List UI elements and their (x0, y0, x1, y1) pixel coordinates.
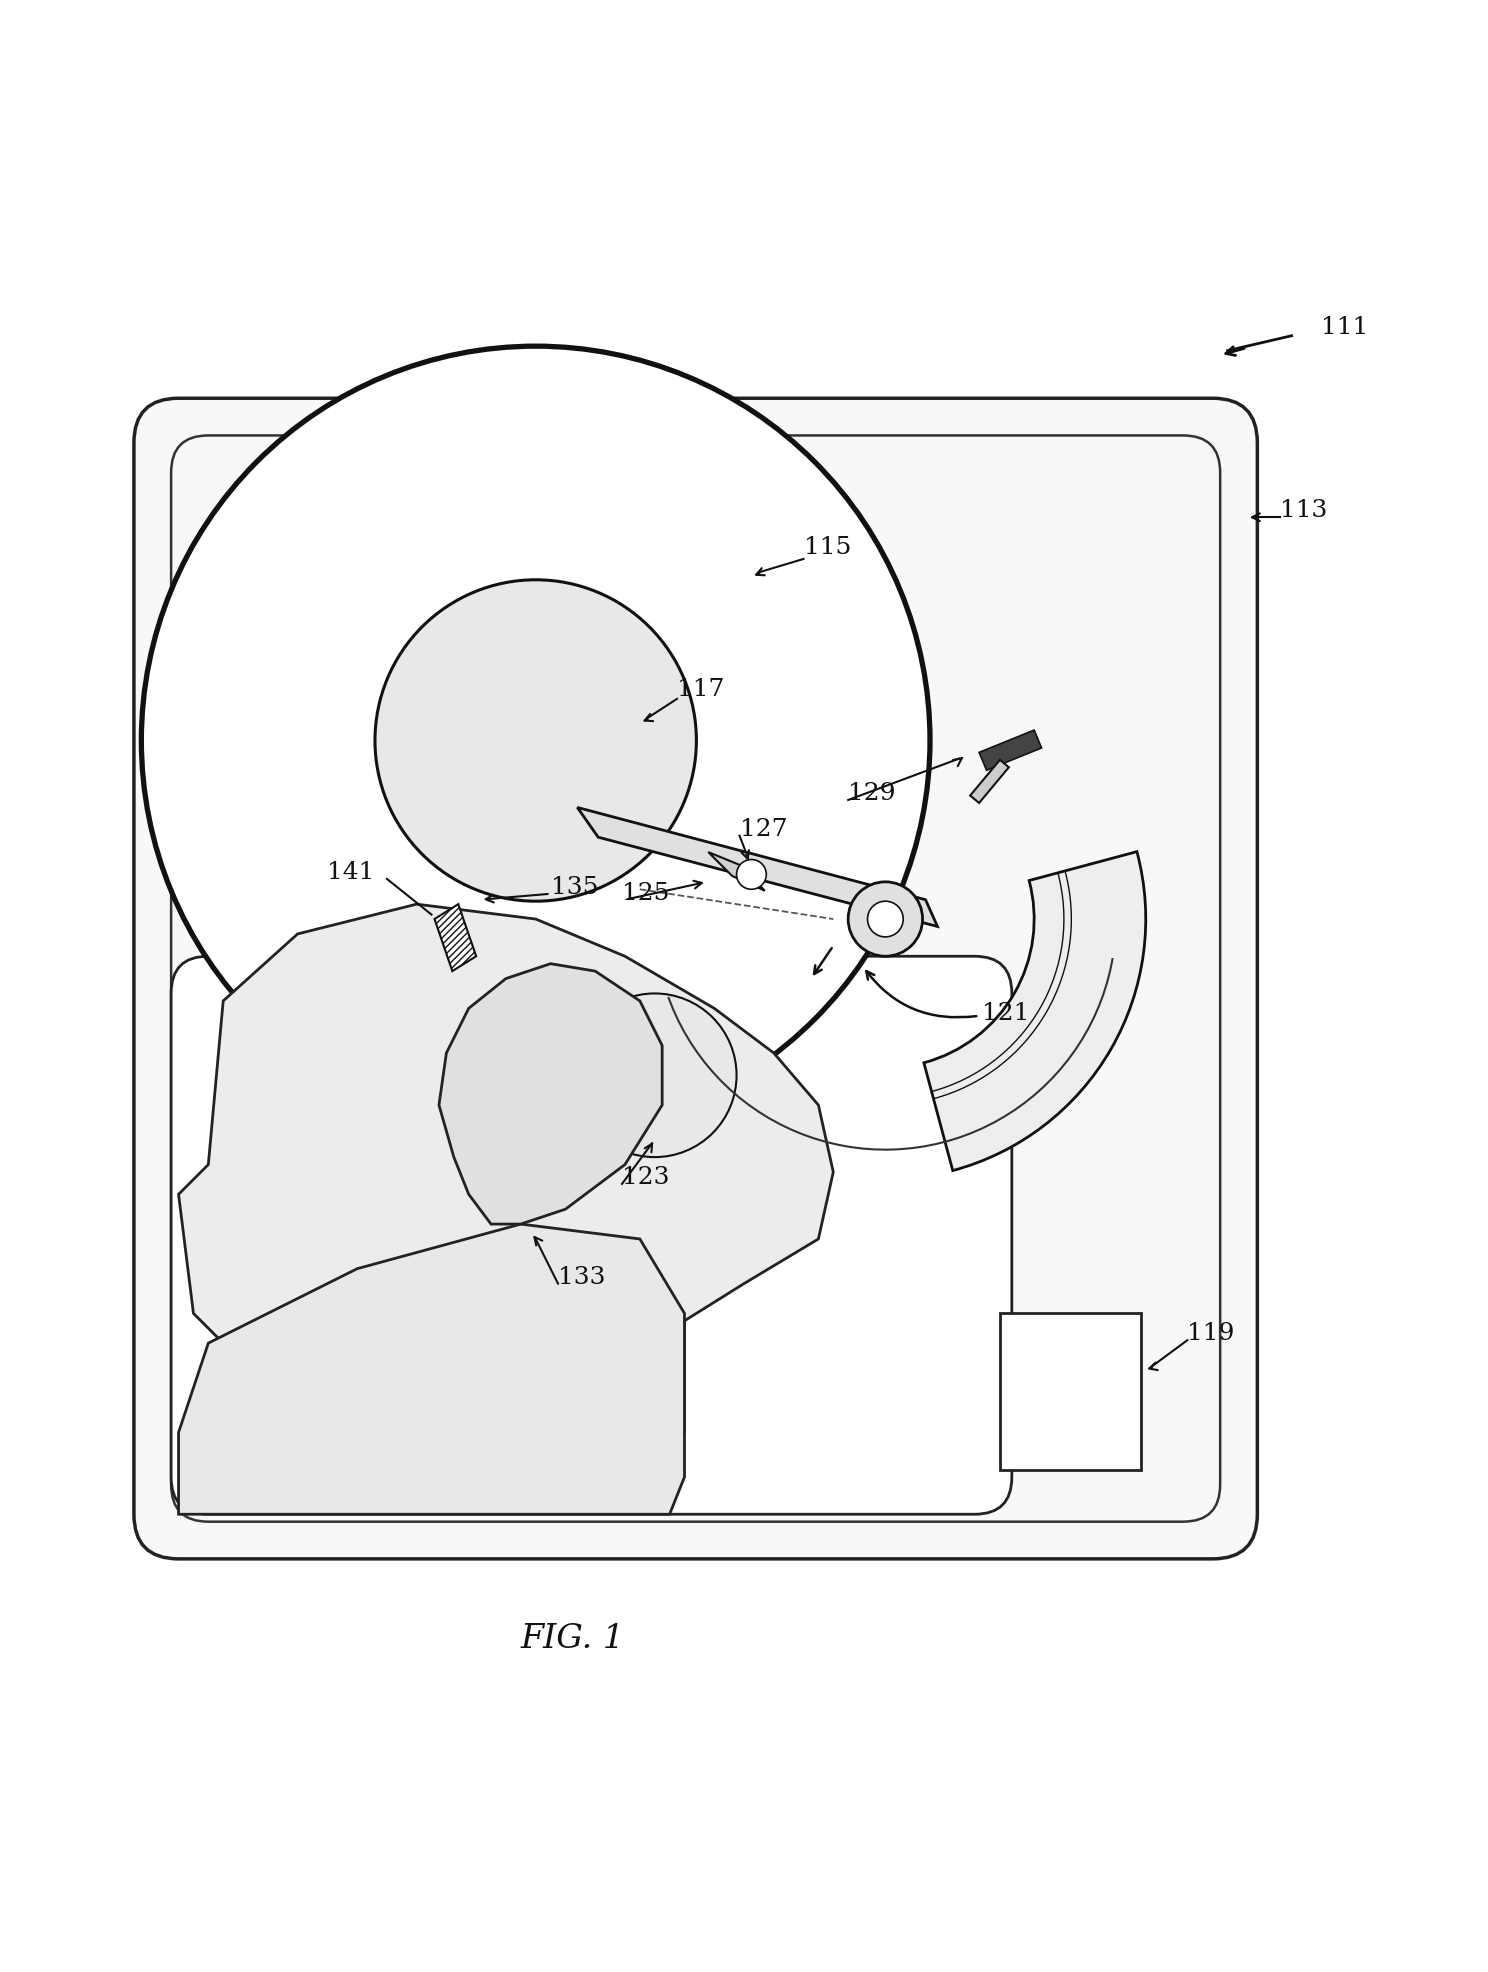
Text: 117: 117 (677, 678, 725, 700)
Text: 123: 123 (622, 1165, 670, 1189)
Text: 129: 129 (848, 783, 896, 805)
Text: 113: 113 (1280, 499, 1327, 523)
Text: FIG. 1: FIG. 1 (521, 1623, 625, 1655)
Text: 125: 125 (622, 881, 670, 905)
Polygon shape (577, 807, 937, 927)
Text: 141: 141 (327, 862, 375, 883)
Polygon shape (179, 903, 833, 1461)
Polygon shape (179, 1225, 684, 1514)
Polygon shape (979, 730, 1042, 771)
Circle shape (141, 347, 930, 1134)
Polygon shape (970, 759, 1009, 803)
FancyBboxPatch shape (134, 398, 1257, 1560)
Text: 119: 119 (1187, 1321, 1235, 1345)
Circle shape (737, 860, 766, 889)
Wedge shape (924, 852, 1146, 1171)
Polygon shape (434, 903, 476, 970)
Bar (1000, 1313, 1141, 1469)
Text: 135: 135 (551, 876, 598, 899)
Polygon shape (439, 964, 662, 1225)
Circle shape (868, 901, 903, 937)
Text: 121: 121 (982, 1002, 1030, 1025)
FancyBboxPatch shape (171, 956, 1012, 1514)
Text: 111: 111 (1321, 316, 1369, 339)
Polygon shape (708, 852, 765, 891)
Circle shape (848, 881, 923, 956)
Circle shape (375, 580, 696, 901)
Circle shape (573, 994, 737, 1158)
Text: 115: 115 (804, 536, 851, 560)
Text: 133: 133 (558, 1266, 606, 1288)
Text: 127: 127 (740, 818, 787, 840)
